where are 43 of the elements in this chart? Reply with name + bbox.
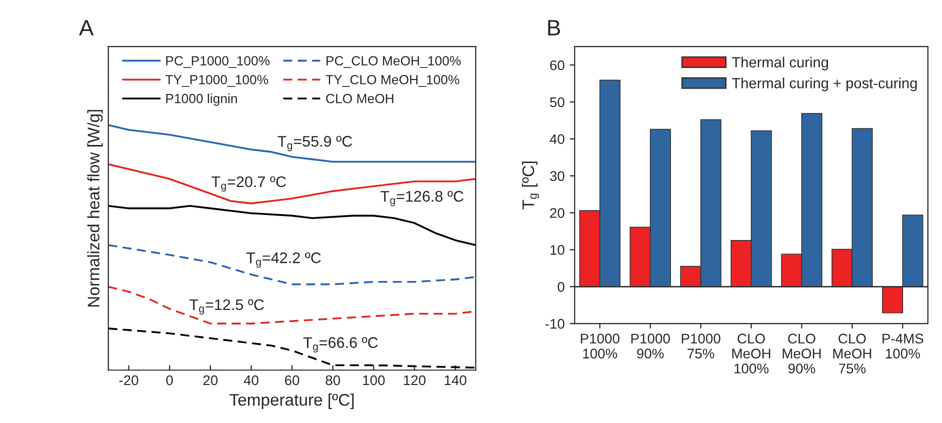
x-tick-label: 120 (404, 375, 426, 386)
x-tick-label: 140 (444, 375, 466, 386)
y-axis-title: Normalized heat flow [W/g] (87, 110, 103, 307)
x-tick-label: 0 (166, 375, 173, 386)
x-tick-label: 80 (326, 375, 340, 386)
x-tick-label: 60 (285, 375, 300, 386)
y-tick-label: -10 (545, 318, 564, 329)
legend-label: PC_CLO MeOH_100% (326, 56, 461, 68)
y-tick-label: 50 (550, 97, 564, 108)
legend-label: PC_P1000_100% (166, 56, 270, 68)
annotation: T$_{g}$=66.6 ºC (303, 337, 378, 352)
legend-label: P1000 lignin (166, 94, 237, 106)
y-axis-title: T$_{g}$ [ºC] (522, 162, 540, 210)
x-tick-label: 100 (363, 375, 385, 386)
legend-label: CLO MeOH (326, 94, 394, 104)
y-tick-label: 40 (550, 134, 564, 144)
x-axis-title: Temperature [ºC] (230, 393, 354, 410)
chart-title: B (548, 20, 560, 36)
y-tick-label: 30 (550, 171, 564, 181)
annotation: T$_{g}$=12.5 ºC (189, 299, 264, 315)
y-tick-label: 0 (558, 282, 564, 292)
legend-label: Thermal curing (732, 56, 828, 70)
annotation: T$_{g}$=20.7 ºC (212, 176, 286, 192)
legend-label: TY_P1000_100% (165, 75, 268, 87)
chart-title: A (78, 20, 94, 36)
y-tick-label: 10 (550, 245, 564, 255)
x-tick-label: 40 (244, 375, 258, 386)
x-tick-label: P1000 100% (580, 334, 620, 358)
x-tick-label: CLO MeOH 75% (833, 334, 872, 374)
legend-label: Thermal curing + post-curing (732, 78, 917, 92)
x-tick-label: CLO MeOH 90% (782, 334, 821, 374)
x-tick-label: 20 (203, 375, 218, 386)
x-tick-label: P1000 75% (682, 334, 720, 358)
annotation: T$_{g}$=126.8 ºC (380, 190, 464, 206)
y-tick-label: 20 (550, 208, 564, 218)
x-tick-label: -20 (119, 375, 138, 386)
legend-label: TY_CLO MeOH_100% (326, 75, 460, 87)
x-tick-label: P-4MS 100% (882, 334, 924, 358)
x-tick-label: P1000 90% (631, 334, 670, 358)
annotation: T$_{g}$=55.9 ºC (278, 136, 352, 152)
x-tick-label: CLO MeOH 100% (732, 334, 770, 374)
annotation: T$_{g}$=42.2 ºC (246, 252, 321, 268)
y-tick-label: 60 (550, 60, 564, 70)
